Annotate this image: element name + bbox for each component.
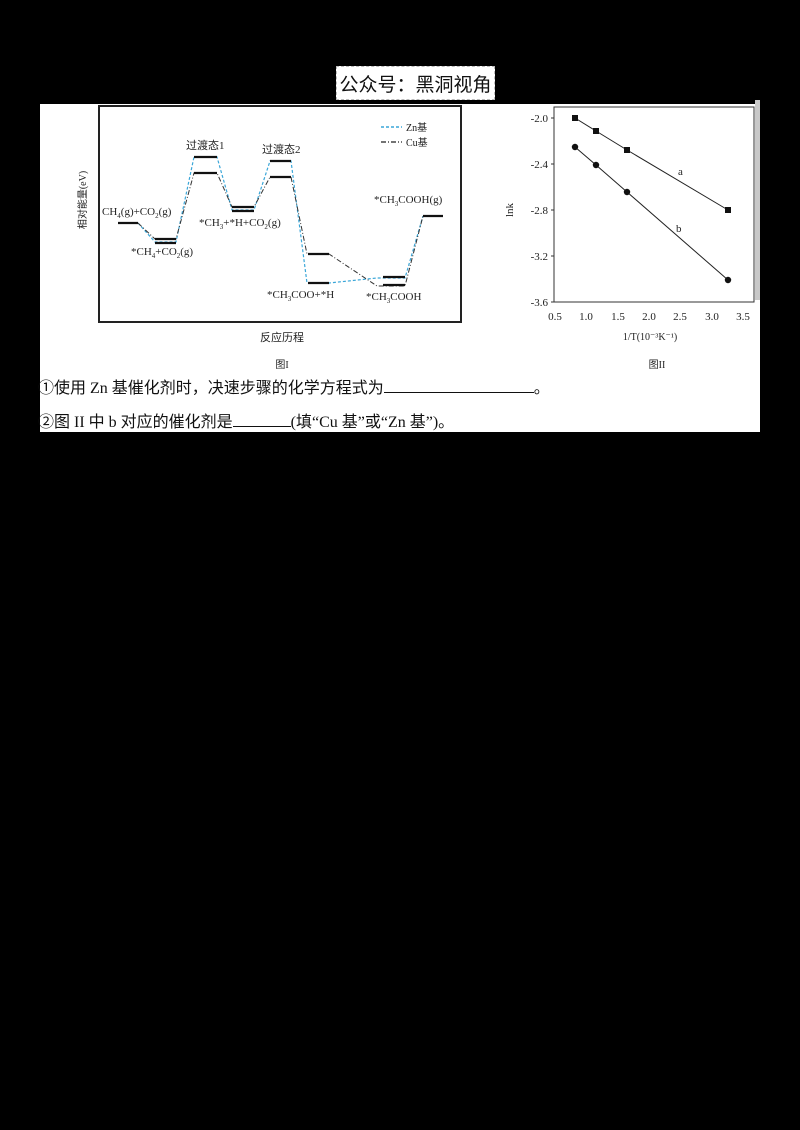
watermark-label: 公众号：黑洞视角 bbox=[336, 66, 495, 100]
svg-text:1.5: 1.5 bbox=[611, 311, 625, 323]
figure2-arrhenius-plot: -2.0 -2.4 -2.8 -3.2 -3.6 0.5 1.0 1.5 2.0… bbox=[504, 106, 755, 371]
question-panel bbox=[40, 104, 760, 432]
label-ads: *CH4+CO2(g) bbox=[131, 246, 193, 260]
label-int2: *CH3COO+*H bbox=[267, 289, 334, 303]
question-2-suffix: (填“Cu 基”或“Zn 基”)。 bbox=[290, 414, 455, 431]
label-ts1: 过渡态1 bbox=[186, 138, 225, 152]
svg-text:3.5: 3.5 bbox=[736, 311, 750, 323]
legend-zn-label: Zn基 bbox=[406, 121, 427, 134]
legend-cu-label: Cu基 bbox=[406, 136, 428, 149]
figure2-yaxis: -2.0 -2.4 -2.8 -3.2 -3.6 bbox=[531, 113, 554, 309]
label-ts2: 过渡态2 bbox=[262, 142, 301, 156]
svg-text:0.5: 0.5 bbox=[548, 311, 562, 323]
series-a: a bbox=[572, 115, 731, 213]
panel-edge bbox=[755, 100, 760, 300]
question-1-answer-blank[interactable] bbox=[383, 378, 534, 393]
figure2-caption: 图II bbox=[649, 359, 666, 371]
label-start: CH4(g)+CO2(g) bbox=[102, 206, 172, 220]
figure1-ylabel: 相对能量(eV) bbox=[76, 171, 89, 229]
question-2-answer-blank[interactable] bbox=[232, 412, 291, 427]
energy-levels bbox=[118, 155, 443, 287]
figure2-xaxis: 0.5 1.0 1.5 2.0 2.5 3.0 3.5 bbox=[548, 311, 750, 323]
figure2-xlabel: 1/T(10⁻³K⁻¹) bbox=[623, 332, 677, 343]
series-b-label: b bbox=[676, 223, 682, 235]
figure1-energy-diagram: 相对能量(eV) 反应历程 图I Zn基 Cu基 CH4(g)+CO2(g) *… bbox=[76, 105, 462, 371]
svg-text:1.0: 1.0 bbox=[579, 311, 593, 323]
figure1-caption: 图I bbox=[275, 359, 288, 371]
question-1: ①使用 Zn 基催化剂时，决速步骤的化学方程式为 。 bbox=[38, 374, 550, 398]
zn-series bbox=[137, 156, 424, 284]
figure2-frame bbox=[553, 106, 755, 303]
svg-text:2.0: 2.0 bbox=[642, 311, 656, 323]
figure1-legend: Zn基 Cu基 bbox=[381, 121, 428, 149]
label-int3: *CH3COOH bbox=[366, 291, 422, 305]
svg-text:-2.8: -2.8 bbox=[531, 205, 549, 217]
series-a-label: a bbox=[678, 166, 683, 178]
svg-text:2.5: 2.5 bbox=[673, 311, 687, 323]
svg-text:-3.6: -3.6 bbox=[531, 297, 549, 309]
label-end: *CH3COOH(g) bbox=[374, 194, 443, 208]
question-2-text: ②图 II 中 b 对应的催化剂是 bbox=[38, 414, 233, 431]
series-b: b bbox=[571, 143, 732, 284]
figure1-frame bbox=[98, 105, 462, 323]
question-1-suffix: 。 bbox=[533, 380, 550, 397]
figure1-xlabel: 反应历程 bbox=[260, 330, 304, 344]
svg-text:-3.2: -3.2 bbox=[531, 251, 548, 263]
svg-text:-2.4: -2.4 bbox=[531, 159, 549, 171]
svg-text:-2.0: -2.0 bbox=[531, 113, 549, 125]
svg-text:3.0: 3.0 bbox=[705, 311, 719, 323]
cu-series bbox=[137, 172, 424, 287]
figure2-ylabel: lnk bbox=[504, 202, 516, 217]
question-1-text: ①使用 Zn 基催化剂时，决速步骤的化学方程式为 bbox=[38, 380, 384, 397]
question-2: ②图 II 中 b 对应的催化剂是 (填“Cu 基”或“Zn 基”)。 bbox=[38, 408, 454, 432]
label-int1: *CH3+*H+CO2(g) bbox=[199, 217, 281, 231]
